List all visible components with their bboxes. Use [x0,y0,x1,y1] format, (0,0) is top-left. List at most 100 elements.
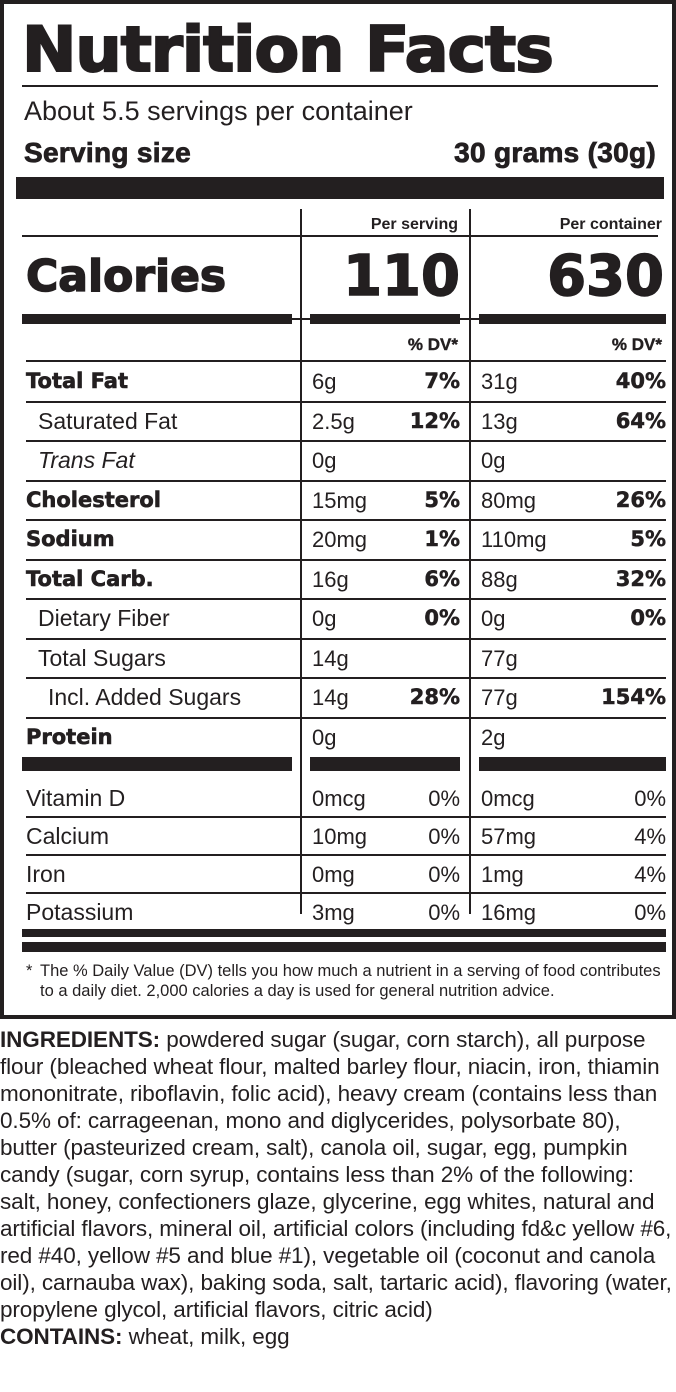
serving-amount: 0mcg [312,786,366,811]
table-row: Total Fat 6g 7% 31g 40% [26,362,667,401]
nutrient-name: Total Carb. [26,566,154,591]
serving-dv: 0% [428,862,460,887]
contains-label: CONTAINS: [0,1324,123,1349]
divider-thick [22,757,292,771]
divider-thick [479,757,666,771]
container-amount: 57mg [481,824,537,849]
serving-dv: 7% [424,369,460,394]
divider-medium [22,942,666,952]
servings-per-container: About 5.5 servings per container [24,96,413,126]
nutrient-name: Potassium [26,899,134,925]
container-amount: 80mg [481,487,537,513]
column-header-per-serving: Per serving [370,216,458,233]
calories-label: Calories [25,250,227,303]
table-row: Protein 0g 2g [26,718,666,757]
ingredients-text: powdered sugar (sugar, corn starch), all… [0,1027,672,1322]
divider-medium [22,314,292,324]
table-row: Sodium 20mg 1% 110mg 5% [26,520,667,559]
serving-amount: 2.5g [312,408,355,434]
table-row: Vitamin D 0mcg 0% 0mcg 0% [26,779,666,818]
table-row: Iron 0mg 0% 1mg 4% [26,855,666,894]
row-divider [26,479,666,482]
container-amount: 2g [481,724,506,750]
nutrient-name: Vitamin D [26,785,126,811]
container-dv: 4% [634,862,666,887]
serving-size-value: 30 grams (30g) [454,137,656,169]
serving-dv: 0% [428,900,460,925]
column-header-per-container: Per container [559,216,662,233]
nutrition-facts-label: Nutrition Facts About 5.5 servings per c… [0,0,676,1019]
table-row: Potassium 3mg 0% 16mg 0% [26,893,666,932]
row-divider [26,677,666,679]
nutrient-name: Iron [26,861,66,887]
nutrient-name: Sodium [26,527,115,552]
table-row: Total Carb. 16g 6% 88g 32% [26,560,667,599]
table-row: Calcium 10mg 0% 57mg 4% [26,817,666,856]
divider-connector [292,318,479,320]
container-amount: 88g [481,566,518,592]
divider-thin [22,85,658,87]
serving-dv: 5% [424,487,460,512]
container-amount: 0g [481,606,506,631]
contains-text: wheat, milk, egg [122,1324,290,1349]
serving-dv: 0% [428,786,460,811]
divider-thick [310,757,460,771]
table-row: Saturated Fat 2.5g 12% 13g 64% [26,402,666,441]
serving-amount: 6g [312,369,337,394]
container-dv: 0% [634,786,666,811]
calories-per-serving: 110 [342,243,460,310]
container-amount: 31g [481,369,518,394]
container-amount: 13g [481,408,518,434]
divider-thin [22,235,658,237]
serving-amount: 14g [312,645,349,671]
serving-amount: 16g [312,566,349,592]
table-row: Dietary Fiber 0g 0% 0g 0% [26,599,666,638]
row-divider [26,440,666,442]
container-amount: 1mg [481,862,524,887]
serving-amount: 10mg [312,824,368,849]
nutrient-name: Trans Fat [38,447,135,473]
divider-medium [479,314,666,324]
nutrient-name: Cholesterol [26,487,162,512]
nutrient-name: Dietary Fiber [38,605,170,631]
container-dv: 40% [615,369,666,394]
row-divider [26,637,666,640]
dv-header-container: % DV* [611,335,662,354]
container-amount: 0mcg [481,786,535,811]
row-divider [26,716,666,719]
serving-dv: 12% [409,408,460,433]
container-dv: 26% [615,487,666,512]
nutrient-name: Incl. Added Sugars [48,684,242,710]
ingredients-block: INGREDIENTS: powdered sugar (sugar, corn… [0,1026,676,1350]
serving-dv: 0% [424,606,460,631]
nutrient-name: Protein [26,724,113,749]
row-divider [26,598,666,600]
dv-header-serving: % DV* [407,335,458,354]
divider-thick [16,177,664,199]
daily-value-footnote: * The % Daily Value (DV) tells you how m… [26,961,666,1001]
table-row: Incl. Added Sugars 14g 28% 77g 154% [26,678,666,717]
column-divider-serving [300,209,302,914]
serving-amount: 0g [312,448,337,473]
row-divider [26,854,666,856]
container-amount: 16mg [481,900,537,925]
serving-dv: 28% [409,685,460,710]
serving-amount: 0g [312,606,337,631]
row-divider [26,360,666,362]
row-divider [26,892,666,894]
container-dv: 4% [634,824,666,849]
label-title: Nutrition Facts [21,12,555,87]
serving-dv: 1% [424,527,460,552]
container-dv: 5% [630,527,666,552]
container-dv: 0% [630,606,666,631]
nutrient-name: Saturated Fat [38,407,178,434]
serving-amount: 20mg [312,527,368,552]
table-row: Trans Fat 0g 0g [26,441,666,480]
row-divider [26,400,666,403]
serving-amount: 0g [312,724,337,750]
table-row: Cholesterol 15mg 5% 80mg 26% [26,481,667,520]
divider-medium [22,929,666,937]
nutrient-name: Total Fat [26,369,129,394]
serving-size-label: Serving size [24,137,192,169]
footnote-asterisk: * [26,962,33,980]
